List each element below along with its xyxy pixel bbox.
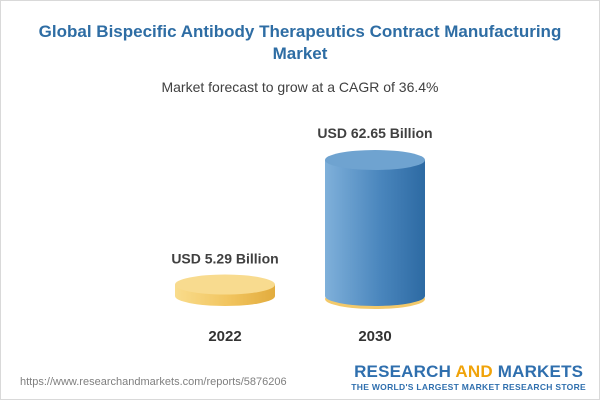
source-url: https://www.researchandmarkets.com/repor… [20,376,287,388]
data-label: USD 5.29 Billion [171,251,278,267]
bar-top [325,150,425,170]
brand-name: RESEARCH AND MARKETS [354,362,584,381]
chart-subtitle: Market forecast to grow at a CAGR of 36.… [161,79,439,95]
brand-tagline: THE WORLD'S LARGEST MARKET RESEARCH STOR… [351,382,586,392]
chart-title: Global Bispecific Antibody Therapeutics … [38,22,562,63]
brand-logo: RESEARCH AND MARKETS THE WORLD'S LARGEST… [351,362,586,393]
category-label: 2030 [358,328,391,345]
bar-body [325,160,425,296]
category-label: 2022 [208,328,241,345]
bar-top [175,274,275,295]
data-label: USD 62.65 Billion [317,125,432,141]
